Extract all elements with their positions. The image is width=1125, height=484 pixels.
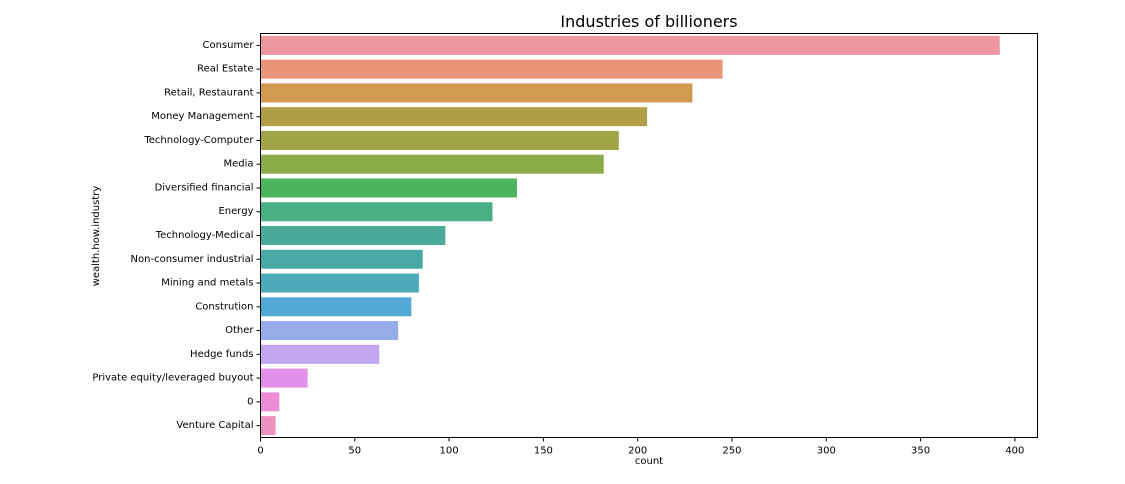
y-tick-label: Private equity/leveraged buyout [92,373,253,384]
bar [260,297,412,317]
y-tick-label: Media [223,159,253,170]
y-tick-label: Hedge funds [190,349,253,360]
y-tick-label: Money Management [151,111,253,122]
x-tick-label: 250 [722,446,741,457]
x-axis-label: count [635,456,663,467]
x-tick-label: 350 [911,446,930,457]
bar [260,249,423,269]
x-tick-label: 50 [348,446,361,457]
x-tick-label: 100 [440,446,459,457]
bar [260,321,399,341]
bar [260,344,380,364]
y-tick-label: Venture Capital [176,420,253,431]
x-tick-label: 300 [817,446,836,457]
bar [260,130,619,150]
x-tick-label: 400 [1005,446,1024,457]
bars-group [260,35,1000,436]
plot-frame [260,33,1038,438]
bar [260,154,604,174]
bar [260,416,276,436]
bar [260,59,723,79]
y-tick-label: 0 [247,396,253,407]
y-tick-label: Real Estate [197,64,253,75]
y-tick-label: Other [225,325,254,336]
x-tick-label: 0 [257,446,263,457]
y-tick-label: Energy [218,206,253,217]
y-tick-label: Non-consumer industrial [131,254,254,265]
y-tick-label: Technology-Computer [143,135,254,146]
y-tick-label: Mining and metals [161,278,253,289]
y-axis-ticks: Consumer Real Estate Retail, Restaurant Mon… [92,40,261,431]
bar [260,392,280,412]
y-tick-label: Technology-Medical [155,230,254,241]
y-tick-label: Retail, Restaurant [164,87,253,98]
bar [260,368,308,388]
bar [260,178,517,198]
y-tick-label: Consumer [203,40,255,51]
y-tick-label: Diversified financial [155,182,254,193]
chart-title: Industries of billioners [560,12,737,31]
bar [260,107,648,127]
y-axis-label: wealth.how.industry [91,186,102,287]
bar [260,202,493,222]
bar [260,273,419,293]
x-tick-label: 150 [534,446,553,457]
bar [260,83,693,103]
y-tick-label: Constrution [195,301,253,312]
x-axis-ticks: 0 50 100 150 200 250 300 350 400 [257,437,1024,457]
bar [260,35,1000,55]
x-tick-label: 200 [628,446,647,457]
bar [260,225,446,246]
